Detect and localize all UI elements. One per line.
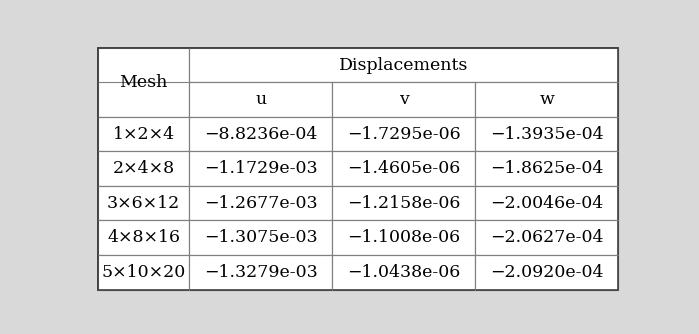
Bar bbox=[475, 186, 618, 220]
Text: −1.2677e-03: −1.2677e-03 bbox=[204, 195, 317, 212]
Bar bbox=[98, 255, 189, 290]
Text: Mesh: Mesh bbox=[120, 74, 168, 91]
Bar bbox=[189, 255, 332, 290]
Text: −1.7295e-06: −1.7295e-06 bbox=[347, 126, 461, 143]
Bar bbox=[475, 220, 618, 255]
Text: w: w bbox=[540, 91, 554, 108]
Text: −1.3279e-03: −1.3279e-03 bbox=[204, 264, 317, 281]
Text: v: v bbox=[399, 91, 409, 108]
Bar bbox=[98, 186, 189, 220]
Bar bbox=[98, 117, 189, 151]
Bar bbox=[475, 255, 618, 290]
Text: 3×6×12: 3×6×12 bbox=[107, 195, 180, 212]
Bar bbox=[189, 48, 618, 82]
Bar bbox=[332, 186, 475, 220]
Bar bbox=[332, 151, 475, 186]
Bar bbox=[98, 220, 189, 255]
Text: −1.3935e-04: −1.3935e-04 bbox=[490, 126, 603, 143]
Text: −2.0920e-04: −2.0920e-04 bbox=[490, 264, 603, 281]
Text: −8.8236e-04: −8.8236e-04 bbox=[204, 126, 317, 143]
Bar bbox=[189, 186, 332, 220]
Bar bbox=[332, 255, 475, 290]
Bar bbox=[475, 82, 618, 117]
Bar bbox=[332, 117, 475, 151]
Text: −1.2158e-06: −1.2158e-06 bbox=[347, 195, 461, 212]
Bar bbox=[332, 82, 475, 117]
Bar bbox=[98, 151, 189, 186]
Bar bbox=[189, 220, 332, 255]
Bar bbox=[98, 48, 189, 117]
Text: −2.0046e-04: −2.0046e-04 bbox=[490, 195, 603, 212]
Bar bbox=[332, 220, 475, 255]
Text: −1.1729e-03: −1.1729e-03 bbox=[204, 160, 317, 177]
Text: −1.8625e-04: −1.8625e-04 bbox=[490, 160, 603, 177]
Text: −1.0438e-06: −1.0438e-06 bbox=[347, 264, 461, 281]
Bar bbox=[189, 117, 332, 151]
Bar bbox=[189, 82, 332, 117]
Bar bbox=[189, 151, 332, 186]
Text: −1.3075e-03: −1.3075e-03 bbox=[204, 229, 317, 246]
Text: 2×4×8: 2×4×8 bbox=[113, 160, 175, 177]
Bar bbox=[475, 117, 618, 151]
Text: −1.1008e-06: −1.1008e-06 bbox=[347, 229, 461, 246]
Text: 5×10×20: 5×10×20 bbox=[101, 264, 186, 281]
Text: Displacements: Displacements bbox=[339, 56, 468, 73]
Text: u: u bbox=[255, 91, 266, 108]
Text: −2.0627e-04: −2.0627e-04 bbox=[490, 229, 603, 246]
Text: −1.4605e-06: −1.4605e-06 bbox=[347, 160, 461, 177]
Text: 1×2×4: 1×2×4 bbox=[113, 126, 175, 143]
Text: 4×8×16: 4×8×16 bbox=[107, 229, 180, 246]
Bar bbox=[475, 151, 618, 186]
